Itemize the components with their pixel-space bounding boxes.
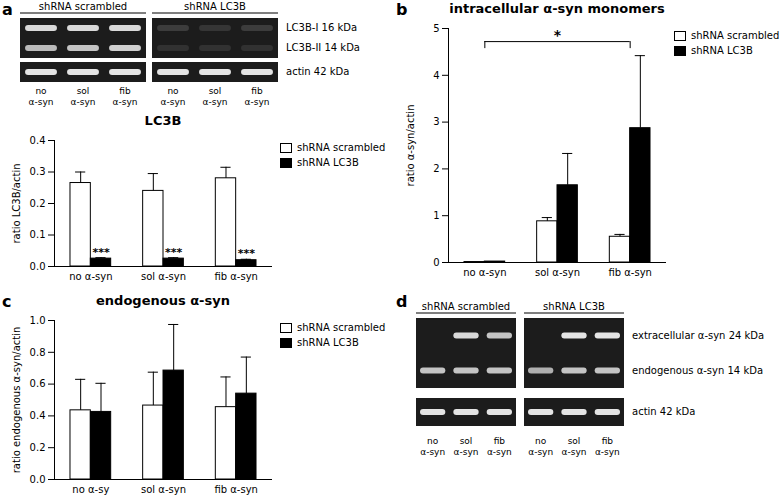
svg-text:1: 1 <box>433 210 439 221</box>
svg-text:0.8: 0.8 <box>30 347 46 358</box>
html-text:LC3B: LC3B <box>144 113 182 128</box>
svg-text:sol α-syn: sol α-syn <box>141 271 186 282</box>
svg-text:0.2: 0.2 <box>30 198 46 209</box>
html-text:shRNA LC3B: shRNA LC3B <box>297 157 359 168</box>
svg-text:2: 2 <box>433 163 439 174</box>
svg-text:solα-syn: solα-syn <box>454 436 479 457</box>
svg-text:0.3: 0.3 <box>30 166 46 177</box>
svg-text:LC3B-I 16 kDa: LC3B-I 16 kDa <box>286 22 357 33</box>
svg-text:solα-syn: solα-syn <box>71 86 96 107</box>
svg-text:ratio LC3B/actin: ratio LC3B/actin <box>11 163 22 243</box>
svg-text:fibα-syn: fibα-syn <box>487 436 512 457</box>
svg-text:solα-syn: solα-syn <box>562 436 587 457</box>
svg-text:sol α-syn: sol α-syn <box>535 267 580 278</box>
svg-text:shRNA scrambled: shRNA scrambled <box>39 1 127 12</box>
svg-text:***: *** <box>165 246 183 259</box>
svg-text:LC3B-II 14 kDa: LC3B-II 14 kDa <box>286 42 360 53</box>
svg-text:***: *** <box>92 246 110 259</box>
svg-text:shRNA scrambled: shRNA scrambled <box>422 301 510 312</box>
svg-text:***: *** <box>238 247 256 260</box>
svg-text:shRNA LC3B: shRNA LC3B <box>184 1 246 12</box>
svg-text:0.0: 0.0 <box>30 261 46 272</box>
svg-text:*: * <box>554 27 562 43</box>
svg-text:0.6: 0.6 <box>30 378 46 389</box>
html-text:c: c <box>2 292 12 311</box>
svg-text:fibα-syn: fibα-syn <box>595 436 620 457</box>
html-text:shRNA scrambled: shRNA scrambled <box>297 142 386 153</box>
svg-text:fib α-syn: fib α-syn <box>214 484 258 495</box>
svg-text:no α-syn: no α-syn <box>69 271 112 282</box>
html-text:endogenous α-syn: endogenous α-syn <box>96 293 230 308</box>
html-text:shRNA LC3B: shRNA LC3B <box>691 45 753 56</box>
svg-text:shRNA LC3B: shRNA LC3B <box>543 301 605 312</box>
svg-text:0.2: 0.2 <box>30 442 46 453</box>
svg-text:3: 3 <box>433 116 439 127</box>
svg-text:noα-syn: noα-syn <box>29 86 54 107</box>
svg-text:extracellular α-syn 24 kDa: extracellular α-syn 24 kDa <box>632 330 764 341</box>
svg-text:5: 5 <box>433 23 439 34</box>
html-text:shRNA scrambled: shRNA scrambled <box>691 30 780 41</box>
svg-text:no α-sy: no α-sy <box>72 484 109 495</box>
svg-text:solα-syn: solα-syn <box>203 86 228 107</box>
svg-text:fib α-syn: fib α-syn <box>214 271 258 282</box>
html-text:shRNA LC3B: shRNA LC3B <box>297 337 359 348</box>
svg-text:noα-syn: noα-syn <box>528 436 553 457</box>
html-text:a: a <box>2 0 13 19</box>
svg-text:noα-syn: noα-syn <box>420 436 445 457</box>
svg-text:fib α-syn: fib α-syn <box>608 267 652 278</box>
svg-text:1.0: 1.0 <box>30 315 46 326</box>
svg-text:fibα-syn: fibα-syn <box>245 86 270 107</box>
html-text:b: b <box>396 0 408 19</box>
svg-text:fibα-syn: fibα-syn <box>113 86 138 107</box>
svg-text:sol α-syn: sol α-syn <box>141 484 186 495</box>
svg-text:ratio endogenous α-syn/actin: ratio endogenous α-syn/actin <box>11 327 22 474</box>
svg-text:0.1: 0.1 <box>30 229 46 240</box>
svg-text:ratio α-syn/actin: ratio α-syn/actin <box>405 105 416 187</box>
svg-text:0.4: 0.4 <box>30 135 46 146</box>
svg-text:no α-syn: no α-syn <box>463 267 506 278</box>
svg-text:actin 42 kDa: actin 42 kDa <box>286 66 349 77</box>
html-text:shRNA scrambled: shRNA scrambled <box>297 322 386 333</box>
svg-text:4: 4 <box>433 70 439 81</box>
svg-text:endogenous α-syn 14 kDa: endogenous α-syn 14 kDa <box>632 365 763 376</box>
svg-text:noα-syn: noα-syn <box>161 86 186 107</box>
html-text:intracellular α-syn monomers: intracellular α-syn monomers <box>449 1 665 16</box>
svg-text:0: 0 <box>433 257 439 268</box>
svg-text:0.4: 0.4 <box>30 410 46 421</box>
html-text:d: d <box>396 292 408 311</box>
svg-text:actin 42 kDa: actin 42 kDa <box>632 406 695 417</box>
svg-text:0.0: 0.0 <box>30 474 46 485</box>
